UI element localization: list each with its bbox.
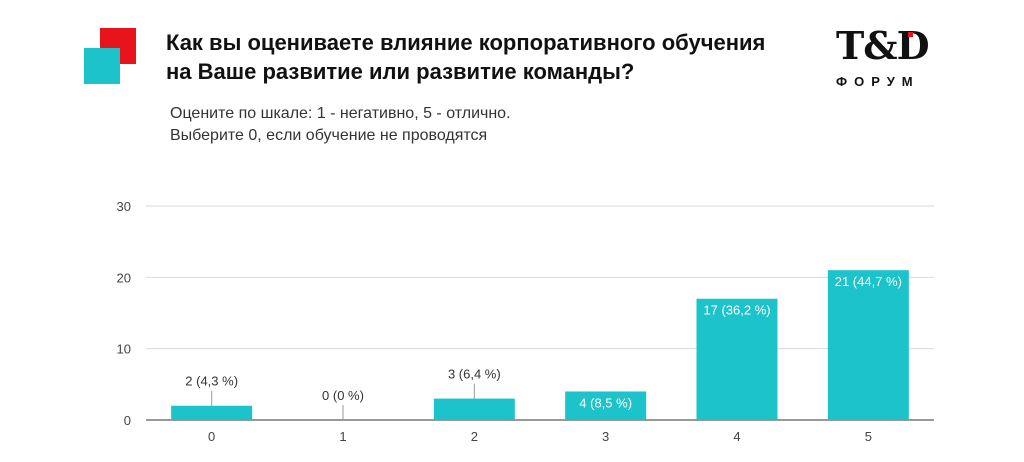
x-tick-label: 4 xyxy=(733,429,740,444)
logo-accent-mark xyxy=(908,32,913,37)
x-tick-label: 2 xyxy=(471,429,478,444)
x-tick-label: 5 xyxy=(865,429,872,444)
data-label: 3 (6,4 %) xyxy=(448,367,501,382)
title-line-2: на Ваше развитие или развитие команды? xyxy=(166,59,635,84)
x-tick-label: 0 xyxy=(208,429,215,444)
data-label: 21 (44,7 %) xyxy=(835,274,902,289)
bar xyxy=(565,391,647,420)
x-tick-label: 1 xyxy=(339,429,346,444)
data-label: 0 (0 %) xyxy=(322,388,364,403)
decor-teal-square xyxy=(84,48,120,84)
data-label: 17 (36,2 %) xyxy=(703,303,770,318)
subtitle-line-1: Оцените по шкале: 1 - негативно, 5 - отл… xyxy=(170,105,511,122)
y-tick-label: 20 xyxy=(117,270,131,285)
data-label: 2 (4,3 %) xyxy=(185,374,238,389)
y-tick-label: 0 xyxy=(124,413,131,428)
chart-title: Как вы оцениваете влияние корпоративного… xyxy=(166,28,806,86)
logo-sub-text: ФОРУМ xyxy=(836,74,920,89)
bar xyxy=(696,298,778,420)
bar xyxy=(171,405,253,420)
title-line-1: Как вы оцениваете влияние корпоративного… xyxy=(166,30,766,55)
data-label: 4 (8,5 %) xyxy=(579,395,632,410)
y-tick-label: 30 xyxy=(117,199,131,214)
subtitle-line-2: Выберите 0, если обучение не проводятся xyxy=(170,127,488,144)
bar xyxy=(827,270,909,420)
bar xyxy=(433,398,515,420)
chart-subtitle: Оцените по шкале: 1 - негативно, 5 - отл… xyxy=(170,103,770,147)
y-tick-label: 10 xyxy=(117,342,131,357)
logo-main-text: T&D xyxy=(836,23,930,68)
td-forum-logo: T&D ФОРУМ xyxy=(826,14,952,102)
x-tick-label: 3 xyxy=(602,429,609,444)
